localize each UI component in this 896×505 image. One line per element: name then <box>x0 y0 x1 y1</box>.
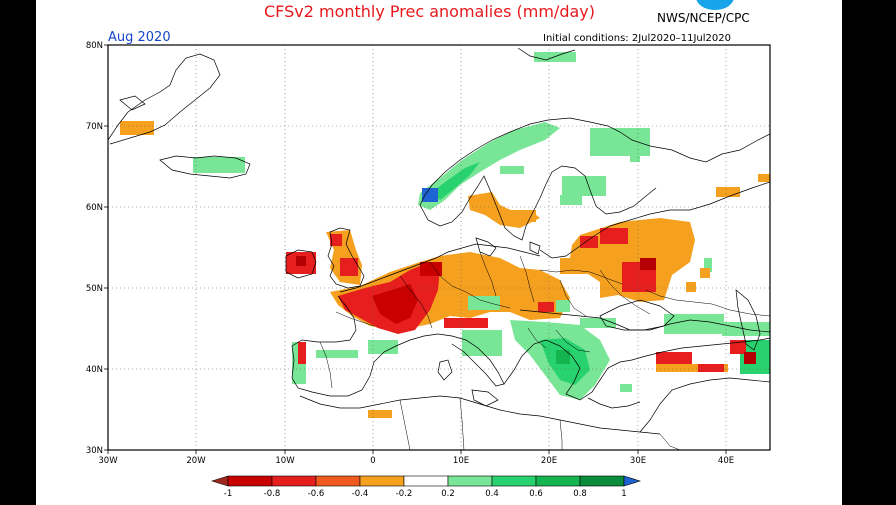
lon-label: 30W <box>98 456 118 466</box>
colorbar-segment <box>315 475 361 487</box>
lat-label: 50N <box>86 284 103 294</box>
colorbar-segment <box>579 475 625 487</box>
longitude-labels: 30W 20W 10W 0 10E 20E 30E 40E <box>98 456 734 466</box>
colorbar-label: 0.6 <box>529 489 543 499</box>
lon-label: 10W <box>275 456 295 466</box>
axis-ticks <box>104 44 727 454</box>
month-label: Aug 2020 <box>108 30 171 45</box>
lon-label: 0 <box>370 456 375 466</box>
lon-label: 40E <box>718 456 734 466</box>
colorbar-segment <box>447 475 493 487</box>
colorbar-segment <box>359 475 405 487</box>
colorbar-segment <box>535 475 581 487</box>
lat-label: 80N <box>86 41 103 51</box>
colorbar-label: 0.4 <box>485 489 499 499</box>
colorbar-segment <box>403 475 449 487</box>
colorbar-label: -0.4 <box>352 489 369 499</box>
colorbar-label: -1 <box>224 489 232 499</box>
map-content <box>108 45 770 450</box>
colorbar-segment <box>271 475 317 487</box>
latitude-labels: 80N 70N 60N 50N 40N 30N <box>86 41 103 456</box>
lon-label: 20W <box>186 456 206 466</box>
colorbar-segment <box>491 475 537 487</box>
colorbar-label: 1 <box>621 489 626 499</box>
map-frame <box>107 44 771 451</box>
lon-label: 10E <box>453 456 469 466</box>
colorbar-label: 0.2 <box>441 489 455 499</box>
colorbar-label: -0.6 <box>308 489 325 499</box>
colorbar: -1 -0.8 -0.6 -0.4 -0.2 0.2 0.4 0.6 0.8 1 <box>210 475 642 499</box>
colorbar-arrow-high <box>623 475 642 487</box>
agency-label: NWS/NCEP/CPC <box>657 11 750 25</box>
lat-label: 70N <box>86 122 103 132</box>
coastlines <box>108 47 770 450</box>
lat-label: 40N <box>86 365 103 375</box>
colorbar-arrow-low <box>210 475 229 487</box>
lat-label: 60N <box>86 203 103 213</box>
colorbar-label: -0.8 <box>264 489 281 499</box>
lon-label: 20E <box>541 456 557 466</box>
lat-label: 30N <box>86 446 103 456</box>
colorbar-label: -0.2 <box>396 489 413 499</box>
noaa-logo-icon <box>696 0 734 10</box>
map-title: CFSv2 monthly Prec anomalies (mm/day) <box>264 2 595 21</box>
colorbar-segment <box>227 475 273 487</box>
lon-label: 30E <box>630 456 646 466</box>
initial-conditions-label: Initial conditions: 2Jul2020–11Jul2020 <box>543 33 731 44</box>
anomaly-shading <box>120 52 770 418</box>
colorbar-label: 0.8 <box>573 489 587 499</box>
